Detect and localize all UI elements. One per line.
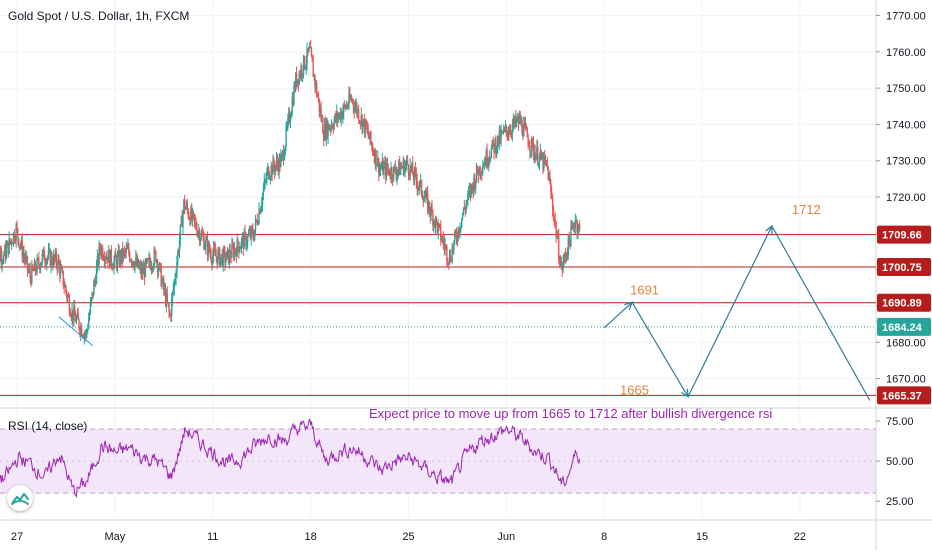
candle-body <box>529 147 530 151</box>
price-tag-label: 1690.89 <box>882 298 922 310</box>
candle-body <box>492 140 493 144</box>
price-tag: 1665.37 <box>877 386 931 404</box>
time-tick-label: Jun <box>497 531 515 543</box>
candle-body <box>81 326 82 335</box>
price-tick-label: 1670.00 <box>886 374 926 386</box>
price-tag: 1700.75 <box>877 258 931 276</box>
price-tick-label: 1730.00 <box>886 156 926 168</box>
annotation-1712: 1712 <box>792 202 821 217</box>
candle-body <box>358 110 359 121</box>
candle-body <box>180 225 181 240</box>
candle-body <box>62 269 63 272</box>
candle-body <box>3 256 4 258</box>
candle-body <box>40 265 41 269</box>
candle-body <box>407 160 408 165</box>
time-tick-label: 25 <box>402 531 414 543</box>
time-tick-label: 11 <box>207 531 218 543</box>
price-tick-label: 1760.00 <box>886 47 926 59</box>
candles <box>0 40 580 344</box>
price-tag-label: 1684.24 <box>882 322 923 334</box>
candle-body <box>290 118 291 122</box>
price-tag: 1709.66 <box>877 226 931 244</box>
candle-body <box>225 260 226 263</box>
candle-body <box>547 165 548 166</box>
price-tick-label: 1720.00 <box>886 192 926 204</box>
candle-body <box>17 229 18 238</box>
time-tick-label: 27 <box>11 531 23 543</box>
candle-body <box>247 236 248 243</box>
time-tick-label: 8 <box>601 531 607 543</box>
candle-body <box>370 132 371 143</box>
candle-body <box>167 294 168 302</box>
candle-body <box>506 126 507 131</box>
candle-body <box>311 48 312 55</box>
price-tag: 1684.24 <box>877 318 931 336</box>
annotation-1691: 1691 <box>630 282 659 297</box>
price-tag-label: 1709.66 <box>882 230 922 242</box>
candle-body <box>436 217 437 222</box>
price-tag-label: 1665.37 <box>882 390 922 402</box>
time-tick-label: May <box>104 531 125 543</box>
price-tick-label: 1680.00 <box>886 337 926 349</box>
projection-path <box>604 226 870 400</box>
candle-body <box>216 256 217 257</box>
candle-body <box>375 150 376 166</box>
time-tick-label: 15 <box>696 531 708 543</box>
price-tag: 1690.89 <box>877 294 931 312</box>
rsi-tick-label: 25.00 <box>886 496 914 508</box>
price-tick-label: 1750.00 <box>886 83 926 95</box>
candle-body <box>447 260 448 262</box>
price-tick-label: 1740.00 <box>886 119 926 131</box>
price-tick-label: 1770.00 <box>886 11 926 23</box>
rsi-title: RSI (14, close) <box>8 419 87 433</box>
rsi-tick-label: 50.00 <box>886 456 914 468</box>
price-tag-label: 1700.75 <box>882 262 922 274</box>
annotation-expectation: Expect price to move up from 1665 to 171… <box>369 406 772 421</box>
annotation-1665: 1665 <box>620 383 649 398</box>
candle-body <box>6 247 7 258</box>
candle-body <box>537 147 538 165</box>
candle-body <box>111 250 112 265</box>
chart-title: Gold Spot / U.S. Dollar, 1h, FXCM <box>8 9 189 23</box>
time-tick-label: 18 <box>304 531 316 543</box>
tradingview-logo-icon[interactable] <box>7 485 33 511</box>
candle-body <box>482 167 483 173</box>
candle-body <box>318 97 319 99</box>
rsi-tick-label: 75.00 <box>886 416 914 428</box>
candle-body <box>237 240 238 247</box>
candle-body <box>239 249 240 252</box>
time-tick-label: 22 <box>794 531 806 543</box>
candle-body <box>423 198 424 202</box>
candle-body <box>205 240 206 247</box>
candle-body <box>579 225 580 228</box>
